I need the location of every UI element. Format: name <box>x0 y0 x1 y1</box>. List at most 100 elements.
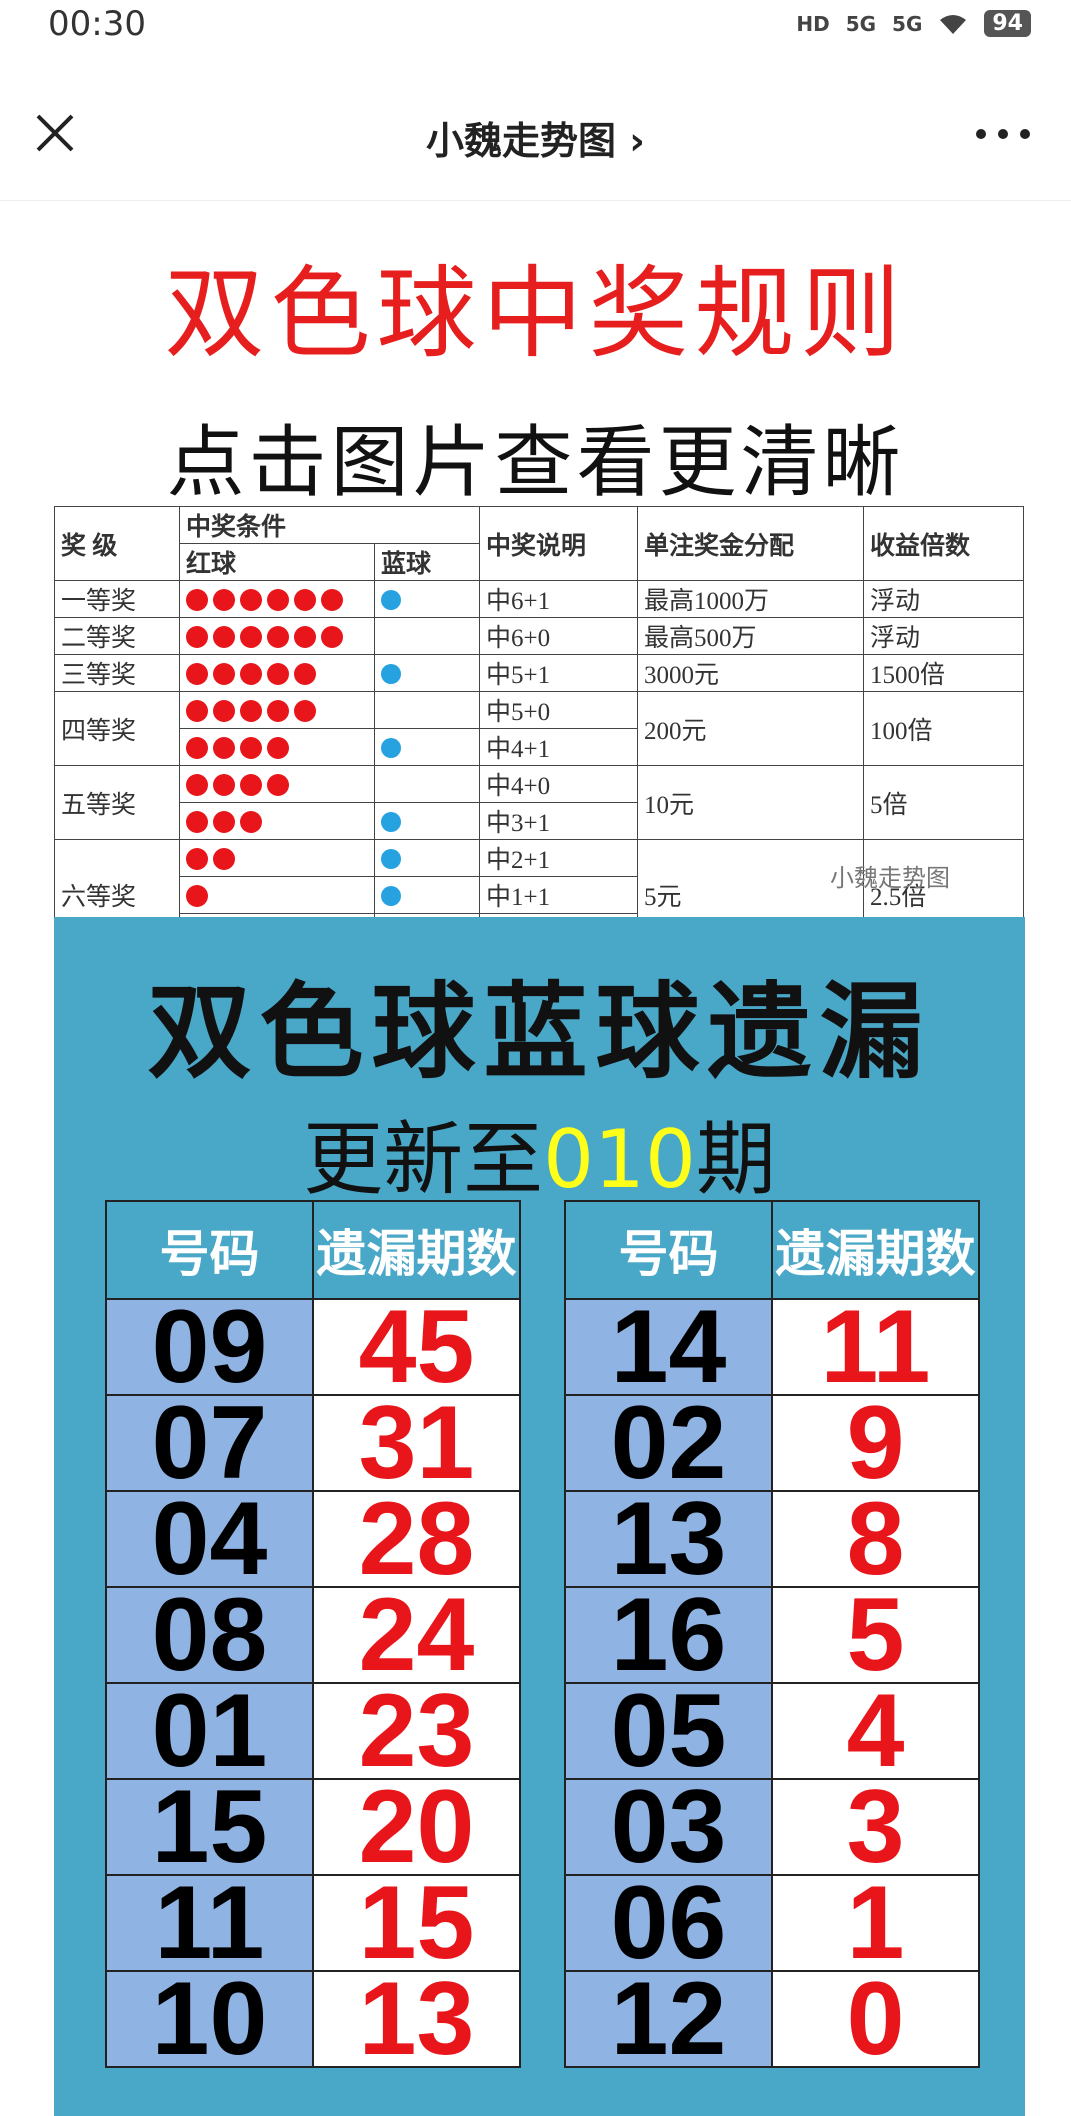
red-balls <box>179 728 375 766</box>
red-ball <box>321 589 343 612</box>
update-prefix: 更新至 <box>303 1113 544 1206</box>
red-ball <box>240 626 262 649</box>
red-balls <box>179 765 375 803</box>
header-row: 号码 遗漏期数 <box>105 1200 521 1300</box>
battery: 94 <box>984 10 1031 37</box>
red-ball <box>213 811 235 834</box>
red-ball <box>213 700 235 723</box>
omission-row: 04 28 <box>105 1487 521 1591</box>
rule-row: 三等奖 中5+1 3000元 1500倍 <box>54 654 1025 692</box>
red-ball <box>240 774 262 797</box>
time: 00:30 <box>48 4 146 44</box>
blue-balls <box>373 654 481 692</box>
subheader-cell: 红球 <box>179 543 375 581</box>
ball-number: 11 <box>105 1871 314 1975</box>
condition: 中4+1 <box>479 728 639 766</box>
blue-ball <box>381 812 401 833</box>
condition: 中5+1 <box>479 654 639 692</box>
red-ball <box>294 663 316 686</box>
red-balls <box>179 802 375 840</box>
rule-row: 四等奖 中5+0 200元 100倍 <box>54 691 1025 766</box>
level: 一等奖 <box>54 580 180 618</box>
condition: 中2+1 <box>479 839 639 877</box>
blue-balls <box>373 765 481 803</box>
level: 五等奖 <box>54 765 180 840</box>
status-icons: HD 5G 5G 94 <box>796 10 1031 37</box>
red-ball <box>186 774 208 797</box>
more-button[interactable] <box>975 128 1031 140</box>
level: 二等奖 <box>54 617 180 655</box>
omission-count: 1 <box>771 1871 980 1975</box>
ball-number: 16 <box>564 1583 773 1687</box>
condition: 中3+1 <box>479 802 639 840</box>
red-ball <box>240 811 262 834</box>
multiple: 1500倍 <box>863 654 1025 692</box>
red-ball <box>240 589 262 612</box>
ball-number: 09 <box>105 1295 314 1399</box>
close-button[interactable] <box>34 112 76 154</box>
condition: 中5+0 <box>479 691 639 729</box>
omission-row: 14 11 <box>564 1295 980 1399</box>
ball-number: 15 <box>105 1775 314 1879</box>
omission-count: 0 <box>771 1967 980 2071</box>
omission-row: 07 31 <box>105 1391 521 1495</box>
header-row: 奖 级中奖条件 中奖说明 单注奖金分配 收益倍数 <box>54 506 1025 581</box>
header-cell: 遗漏期数 <box>312 1200 521 1300</box>
red-ball <box>186 626 208 649</box>
header-row: 号码 遗漏期数 <box>564 1200 980 1300</box>
blue-balls <box>373 839 481 877</box>
red-balls <box>179 839 375 877</box>
network: 5G <box>892 11 923 36</box>
omission-table: 号码 遗漏期数 09 45 07 31 04 28 08 24 01 23 15 20 11 15 10 13 <box>105 1200 521 2071</box>
omission-row: 16 5 <box>564 1583 980 1687</box>
chevron: › <box>629 119 645 163</box>
multiple: 浮动 <box>863 580 1025 618</box>
omission-count: 23 <box>312 1679 521 1783</box>
blue-ball <box>381 590 401 611</box>
red-ball <box>186 811 208 834</box>
red-ball <box>267 700 289 723</box>
omission-count: 3 <box>771 1775 980 1879</box>
red-balls <box>179 617 375 655</box>
omission-count: 24 <box>312 1583 521 1687</box>
level: 四等奖 <box>54 691 180 766</box>
account-name[interactable]: 小魏走势图 <box>426 119 617 163</box>
red-balls <box>179 691 375 729</box>
red-ball <box>267 737 289 760</box>
rules-title: 双色球中奖规则 <box>164 255 907 372</box>
prize: 10元 <box>637 765 865 840</box>
omission-row: 09 45 <box>105 1295 521 1399</box>
subheader-cell: 蓝球 <box>373 543 481 581</box>
header-cell: 收益倍数 <box>863 506 1025 581</box>
red-ball <box>267 663 289 686</box>
red-ball <box>213 737 235 760</box>
red-ball <box>267 774 289 797</box>
omission-row: 08 24 <box>105 1583 521 1687</box>
level: 三等奖 <box>54 654 180 692</box>
multiple: 5倍 <box>863 765 1025 840</box>
red-ball <box>213 774 235 797</box>
ball-number: 02 <box>564 1391 773 1495</box>
omission-row: 05 4 <box>564 1679 980 1783</box>
red-ball <box>186 848 208 871</box>
wifi <box>940 14 967 34</box>
watermark: 小魏走势图 <box>830 864 950 892</box>
issue: 010 <box>543 1113 696 1206</box>
omission-row: 11 15 <box>105 1871 521 1975</box>
header-cell: 中奖说明 <box>479 506 639 581</box>
red-ball <box>240 700 262 723</box>
nav-bar: 小魏走势图 › <box>0 68 1071 201</box>
omission-row: 01 23 <box>105 1679 521 1783</box>
red-balls <box>179 654 375 692</box>
condition: 中1+1 <box>479 876 639 914</box>
red-balls <box>179 876 375 914</box>
status-bar: 00:30 HD 5G 5G 94 <box>0 0 1071 68</box>
ball-number: 03 <box>564 1775 773 1879</box>
rules-subtitle: 点击图片查看更清晰 <box>166 418 905 508</box>
header-cell: 中奖条件 <box>178 506 481 544</box>
rule-row: 五等奖 中4+0 10元 5倍 <box>54 765 1025 840</box>
nav-title[interactable]: 小魏走势图 › <box>0 110 1071 165</box>
omission-count: 4 <box>771 1679 980 1783</box>
red-ball <box>267 589 289 612</box>
blue-balls <box>373 728 481 766</box>
